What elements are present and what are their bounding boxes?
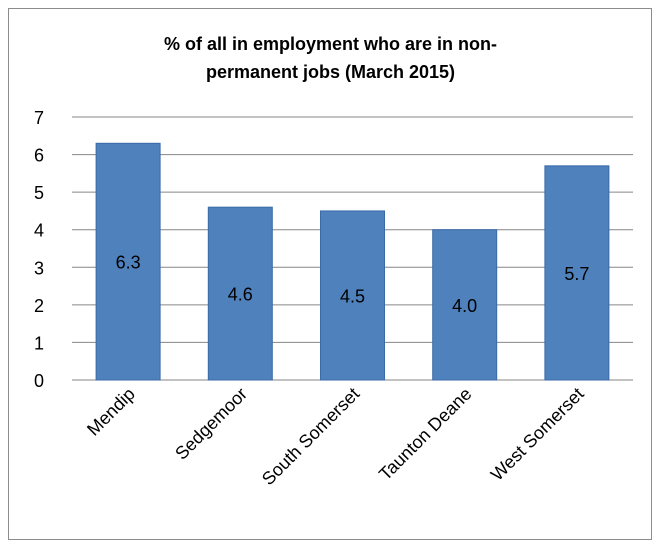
y-tick-label: 4 (34, 221, 44, 241)
x-tick-label: West Somerset (487, 384, 588, 485)
bars (95, 142, 610, 381)
x-tick-label: Mendip (83, 384, 139, 440)
bar (432, 229, 498, 381)
x-axis-labels: Mendip Sedgemoor South Somerset Taunton Dea… (83, 384, 588, 489)
data-label: 4.0 (452, 296, 477, 316)
y-tick-label: 0 (34, 371, 44, 391)
x-tick-label: South Somerset (258, 384, 363, 489)
data-label: 5.7 (564, 264, 589, 284)
chart-title-line-2: permanent jobs (March 2015) (205, 62, 456, 82)
data-label: 4.5 (340, 286, 365, 306)
x-tick-label: Sedgemoor (171, 384, 251, 464)
y-tick-label: 2 (34, 296, 44, 316)
chart-title: % of all in employment who are in non- p… (0, 30, 661, 86)
data-labels: 6.3 4.6 4.5 4.0 5.7 (116, 253, 590, 316)
bar (207, 206, 273, 381)
y-tick-label: 3 (34, 258, 44, 278)
y-tick-label: 7 (34, 108, 44, 128)
y-tick-label: 5 (34, 183, 44, 203)
bar (320, 210, 385, 381)
x-tick-label: Taunton Deane (375, 384, 475, 484)
y-tick-label: 6 (34, 146, 44, 166)
data-label: 4.6 (228, 285, 253, 305)
y-axis-ticks: 0 1 2 3 4 5 6 7 (34, 108, 44, 391)
y-tick-label: 1 (34, 333, 44, 353)
chart-title-line-1: % of all in employment who are in non- (163, 34, 498, 54)
data-label: 6.3 (116, 253, 141, 273)
bar (544, 165, 610, 381)
bar (95, 142, 161, 381)
